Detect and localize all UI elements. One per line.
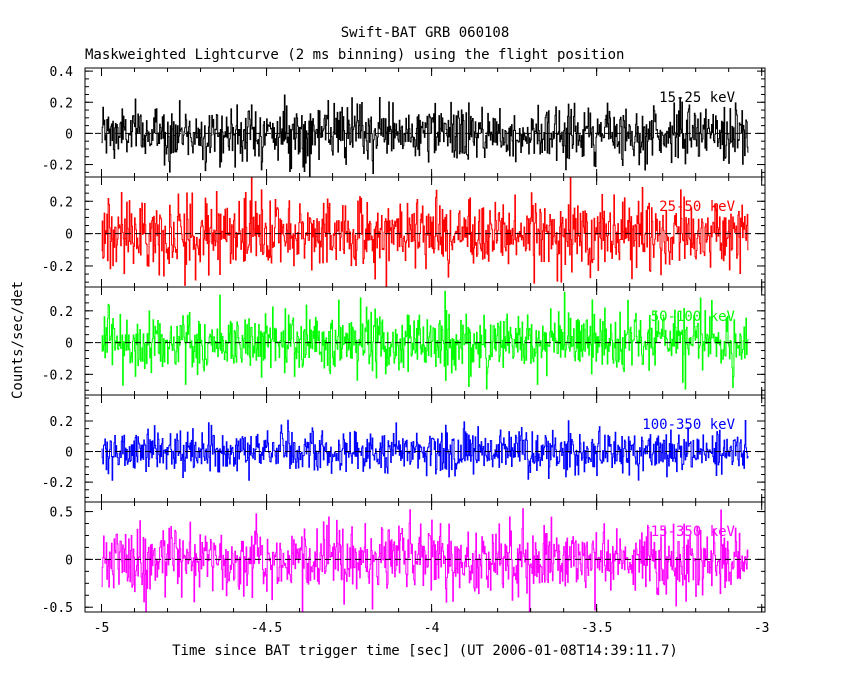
y-tick-label: 0.2	[50, 195, 73, 210]
x-axis-label: Time since BAT trigger time [sec] (UT 20…	[172, 643, 678, 659]
x-tick-label: -4	[424, 621, 440, 636]
band-label: 25-50 keV	[659, 199, 735, 215]
y-tick-label: -0.2	[42, 476, 73, 491]
panel-15-25-kev: 0.4 0.2 0 -0.2 15-25 keV	[42, 65, 766, 178]
band-label: 15-25 keV	[659, 90, 735, 106]
series-line	[101, 177, 749, 287]
panel-50-100-kev: 0.2 0 -0.2 50-100 keV	[42, 286, 766, 396]
band-label: 15-350 keV	[651, 524, 736, 540]
chart-subtitle: Maskweighted Lightcurve (2 ms binning) u…	[85, 47, 624, 63]
y-tick-label: 0	[65, 553, 73, 568]
y-tick-label: 0	[65, 337, 73, 352]
y-tick-label: 0.4	[50, 65, 74, 80]
series-line	[101, 290, 749, 390]
y-tick-label: -0.2	[42, 368, 73, 383]
y-axis-label: Counts/sec/det	[10, 281, 26, 399]
y-tick-label: 0.2	[50, 415, 73, 430]
y-tick-label: -0.2	[42, 260, 73, 275]
panel-25-50-kev: 0.2 0 -0.2 25-50 keV	[42, 176, 766, 288]
x-axis: -5 -4.5 -4 -3.5 -3	[94, 621, 770, 636]
panel-15-350-kev: 0.5 0 -0.5 15-350 keV	[42, 501, 766, 616]
x-tick-label: -3.5	[581, 621, 612, 636]
x-tick-label: -5	[94, 621, 110, 636]
band-label: 50-100 keV	[651, 309, 736, 325]
y-tick-label: 0.2	[50, 305, 73, 320]
x-tick-label: -3	[754, 621, 770, 636]
series-line	[101, 419, 749, 481]
y-tick-label: 0	[65, 228, 73, 243]
series-line	[101, 508, 749, 612]
x-tick-label: -4.5	[251, 621, 282, 636]
y-tick-label: -0.2	[42, 159, 73, 174]
y-tick-label: 0.5	[50, 506, 73, 521]
y-tick-label: 0.2	[50, 96, 73, 111]
panel-100-350-kev: 0.2 0 -0.2 100-350 keV	[42, 394, 766, 503]
y-tick-label: -0.5	[42, 601, 73, 616]
panel-frame	[84, 501, 766, 613]
series-line	[101, 94, 749, 177]
band-label: 100-350 keV	[642, 417, 735, 433]
chart-title: Swift-BAT GRB 060108	[341, 25, 510, 41]
y-tick-label: 0	[65, 446, 73, 461]
y-tick-label: 0	[65, 127, 73, 142]
